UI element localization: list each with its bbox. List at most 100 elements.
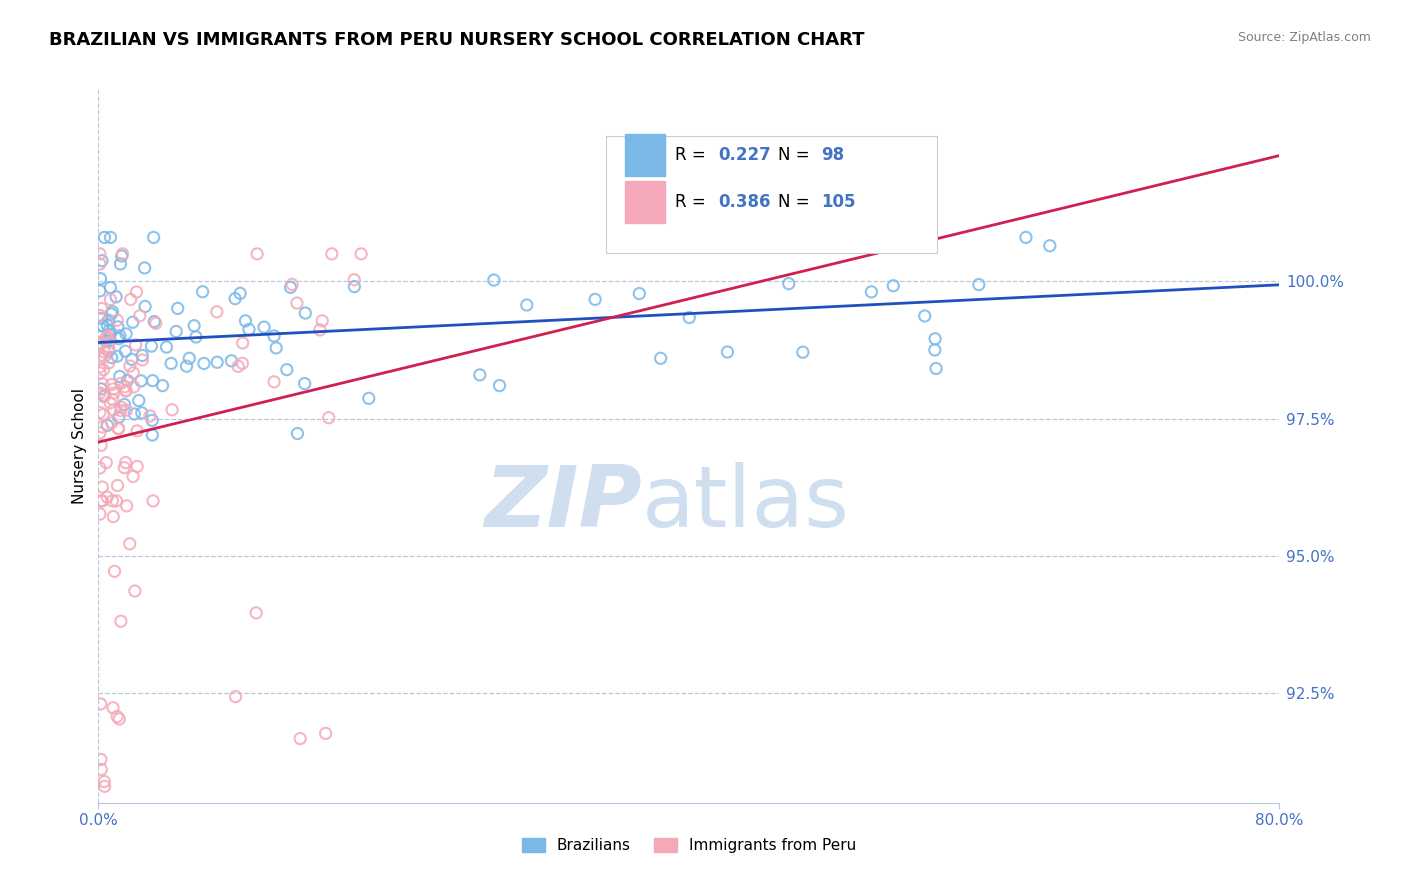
Point	[114, 344, 136, 359]
Point	[100, 307, 122, 321]
Point	[91, 318, 114, 333]
Point	[112, 460, 135, 475]
Point	[160, 402, 183, 417]
Point	[89, 335, 111, 350]
Point	[89, 271, 111, 285]
Point	[121, 352, 143, 367]
Point	[231, 356, 253, 370]
Point	[97, 344, 120, 359]
Point	[90, 301, 112, 316]
Point	[97, 356, 120, 370]
Point	[90, 752, 112, 766]
Point	[100, 230, 122, 244]
Point	[89, 359, 111, 374]
Point	[309, 323, 332, 337]
Point	[628, 286, 651, 301]
Point	[128, 309, 150, 323]
Point	[124, 338, 146, 352]
Text: 98: 98	[821, 146, 845, 164]
Point	[108, 328, 131, 343]
Point	[105, 313, 128, 327]
Point	[111, 249, 134, 263]
Point	[89, 507, 111, 521]
Point	[924, 343, 946, 357]
Point	[678, 310, 700, 325]
Point	[205, 355, 228, 369]
Point	[118, 537, 141, 551]
Point	[105, 709, 128, 723]
Point	[129, 374, 152, 388]
Point	[89, 461, 111, 475]
Point	[134, 300, 156, 314]
Text: R =: R =	[675, 146, 711, 164]
Point	[89, 405, 111, 419]
Point	[96, 418, 118, 433]
Point	[121, 315, 143, 329]
Point	[516, 298, 538, 312]
Point	[1015, 230, 1038, 244]
Text: N =: N =	[778, 146, 814, 164]
Point	[139, 409, 162, 423]
Point	[107, 422, 129, 436]
Point	[107, 319, 129, 334]
Point	[90, 438, 112, 452]
Point	[226, 359, 249, 374]
Point	[122, 380, 145, 394]
Point	[143, 314, 166, 328]
Point	[96, 318, 118, 333]
Point	[111, 247, 134, 261]
Point	[264, 341, 287, 355]
Point	[110, 376, 132, 391]
Point	[914, 309, 936, 323]
Point	[90, 311, 112, 326]
Point	[288, 731, 311, 746]
Point	[716, 345, 738, 359]
Point	[321, 247, 343, 261]
Point	[93, 350, 115, 364]
Point	[93, 774, 115, 789]
Point	[100, 351, 122, 365]
Point	[103, 403, 125, 417]
Point	[245, 606, 267, 620]
Point	[91, 480, 114, 494]
Point	[114, 456, 136, 470]
Point	[141, 339, 163, 353]
Point	[318, 410, 340, 425]
Point	[142, 230, 165, 244]
Point	[343, 273, 366, 287]
Point	[93, 363, 115, 377]
Point	[287, 426, 309, 441]
Point	[108, 369, 131, 384]
Point	[122, 366, 145, 380]
Point	[357, 392, 380, 406]
Point	[350, 247, 373, 261]
Point	[232, 336, 254, 351]
Point	[315, 726, 337, 740]
Y-axis label: Nursery School: Nursery School	[72, 388, 87, 504]
Point	[103, 509, 125, 524]
Point	[263, 375, 285, 389]
Text: ZIP: ZIP	[484, 461, 641, 545]
Point	[650, 351, 672, 366]
Point	[160, 356, 183, 370]
FancyBboxPatch shape	[626, 134, 665, 177]
Point	[115, 326, 138, 341]
Point	[281, 277, 304, 292]
Point	[176, 359, 198, 374]
Point	[100, 280, 122, 294]
Point	[107, 421, 129, 435]
Legend: Brazilians, Immigrants from Peru: Brazilians, Immigrants from Peru	[516, 832, 862, 859]
Text: 0.386: 0.386	[718, 193, 770, 211]
Point	[93, 389, 115, 403]
Point	[488, 378, 510, 392]
Point	[224, 292, 246, 306]
Point	[468, 368, 491, 382]
Point	[294, 306, 316, 320]
Point	[860, 285, 883, 299]
Point	[107, 410, 129, 425]
Point	[131, 348, 153, 362]
Point	[93, 780, 115, 794]
Point	[866, 230, 889, 244]
Point	[89, 351, 111, 366]
Point	[105, 494, 128, 508]
